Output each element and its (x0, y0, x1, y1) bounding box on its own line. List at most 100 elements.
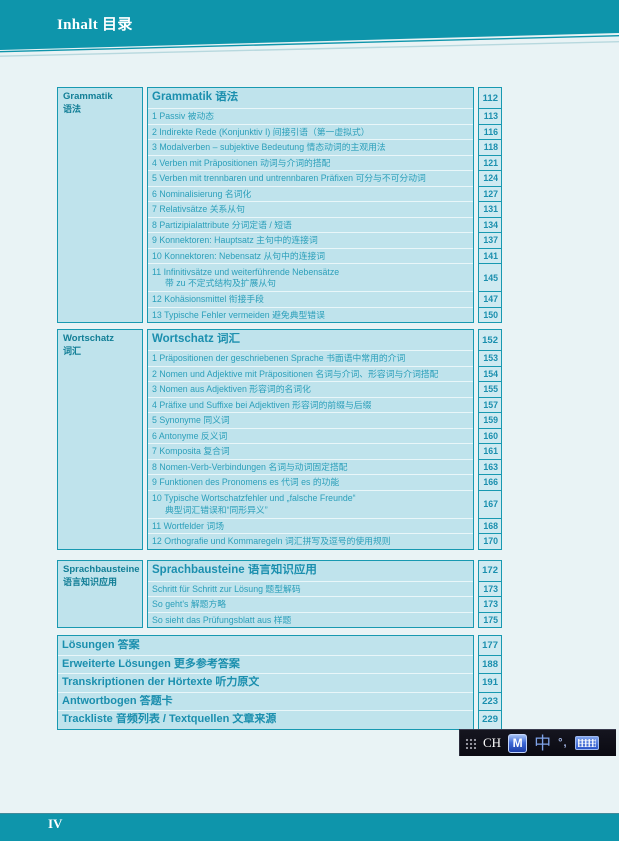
toc-row: 11 Wortfelder 词场 (148, 517, 473, 533)
toc-row: Erweiterte Lösungen 更多参考答案 (58, 654, 473, 673)
ime-icon[interactable]: M (508, 733, 528, 753)
toc-section-anhang: Lösungen 答案 Erweiterte Lösungen 更多参考答案 Tra… (57, 635, 502, 730)
toc-rows: Lösungen 答案 Erweiterte Lösungen 更多参考答案 Tra… (57, 635, 474, 730)
toc-row: 6 Nominalisierung 名词化 (148, 185, 473, 201)
page-number-cell: 175 (479, 611, 501, 628)
toc-row: 11 Infinitivsätze und weiterführende Neb… (148, 263, 473, 291)
toc-row: Transkriptionen der Hörtexte 听力原文 (58, 673, 473, 692)
page-number-cell: 173 (479, 580, 501, 597)
page-number-cell: 134 (479, 216, 501, 233)
sidebar-label: Sprachbausteine 语言知识应用 (57, 559, 143, 628)
page-number-column: 112 113 116 118 121 124 127 131 134 137 141 145 147 1… (478, 87, 502, 323)
toc-row: 9 Funktionen des Pronomens es 代词 es 的功能 (148, 474, 473, 490)
toc-row: 12 Kohäsionsmittel 衔接手段 (148, 291, 473, 307)
toc-row: 10 Typische Wortschatzfehler und „falsch… (148, 489, 473, 518)
toc-row: 9 Konnektoren: Hauptsatz 主句中的连接词 (148, 232, 473, 248)
page-number-cell: 159 (479, 412, 501, 428)
toc-row: Schritt für Schritt zur Lösung 题型解码 (148, 580, 473, 596)
page-number-cell: 157 (479, 396, 501, 413)
toc-row: Sprachbausteine 语言知识应用 (148, 560, 473, 581)
sidebar-label: Grammatik 语法 (57, 87, 143, 323)
toc-rows: Wortschatz 词汇 1 Präpositionen der geschri… (147, 329, 474, 550)
page-number-cell: 168 (479, 517, 501, 534)
page-number-cell: 229 (479, 710, 501, 729)
page-number-cell: 191 (479, 673, 501, 692)
toc-section-wortschatz: Wortschatz 词汇 Wortschatz 词汇 1 Präpositionen… (57, 329, 502, 550)
toc-row: 5 Synonyme 同义词 (148, 412, 473, 428)
page-number-cell: 141 (479, 247, 501, 264)
header-accent-line (0, 35, 619, 53)
page-number-cell: 170 (479, 533, 501, 549)
page-title: Inhalt 目录 (57, 17, 133, 33)
page-number-cell: 124 (479, 170, 501, 186)
page-number-cell: 177 (482, 639, 498, 651)
toc-row: 4 Verben mit Präpositionen 动词与介词的搭配 (148, 154, 473, 170)
page-number-column: 177 188 191 223 229 (478, 635, 502, 730)
toc-section-grammatik: Grammatik 语法 Grammatik 语法 1 Passiv 被动态 2 Ind… (57, 87, 502, 323)
page-number-cell: 150 (479, 306, 501, 323)
header-accent-line-pale (0, 41, 619, 57)
toc-row: 7 Relativsätze 关系从句 (148, 201, 473, 217)
toc-rows: Grammatik 语法 1 Passiv 被动态 2 Indirekte Rede… (147, 87, 474, 323)
page-number-cell: 152 (482, 334, 498, 346)
page-number-cell: 112 (482, 92, 498, 104)
page-number-cell: 116 (479, 123, 501, 140)
chinese-input-mode-icon[interactable]: 中 (534, 733, 552, 753)
toc-row: 13 Typische Fehler vermeiden 避免典型错误 (148, 306, 473, 322)
page-number-cell: 155 (479, 381, 501, 397)
toc-row: 8 Nomen-Verb-Verbindungen 名词与动词固定搭配 (148, 458, 473, 474)
page-number-cell: 173 (479, 596, 501, 612)
toc-row: 1 Passiv 被动态 (148, 108, 473, 124)
page-number-cell: 153 (479, 350, 501, 366)
page-number-cell: 113 (479, 108, 501, 124)
toc-row: 1 Präpositionen der geschriebenen Sprach… (148, 350, 473, 366)
toc-row: So geht's 解题方略 (148, 596, 473, 612)
language-bar[interactable]: CH M 中 °, (459, 729, 616, 756)
sidebar-label: Wortschatz 词汇 (57, 329, 143, 550)
page-number-column: 152 153 154 155 157 159 160 161 163 166 167 168 170 (478, 329, 502, 550)
page-number-cell: 163 (479, 458, 501, 475)
page-number: IV (48, 816, 63, 831)
toc-row: Grammatik 语法 (148, 88, 473, 108)
toc-row: Lösungen 答案 (58, 636, 473, 655)
page-number-cell: 167 (479, 489, 501, 518)
page-number-cell: 161 (479, 443, 501, 459)
toc-row: So sieht das Prüfungsblatt aus 样题 (148, 611, 473, 627)
toc-row: 4 Präfixe und Suffixe bei Adjektiven 形容词… (148, 396, 473, 412)
page-number-cell: 145 (479, 263, 501, 291)
toc-row: 10 Konnektoren: Nebensatz 从句中的连接词 (148, 247, 473, 263)
toc-row: Antwortbogen 答题卡 (58, 691, 473, 710)
page-number-cell: 131 (479, 201, 501, 217)
toc-row: Wortschatz 词汇 (148, 330, 473, 350)
page-number-cell: 223 (479, 691, 501, 711)
page-header: Inhalt 目录 (0, 0, 619, 64)
language-indicator[interactable]: CH (483, 735, 502, 750)
toc-row: Trackliste 音频列表 / Textquellen 文章来源 (58, 710, 473, 729)
toc-rows: Sprachbausteine 语言知识应用 Schritt für Schrit… (147, 559, 474, 628)
page-number-cell: 188 (479, 654, 501, 674)
toc-row: 7 Komposita 复合词 (148, 443, 473, 459)
toc-row: 12 Orthografie und Kommaregeln 词汇拼写及逗号的使… (148, 533, 473, 549)
keyboard-icon[interactable] (574, 736, 599, 750)
toc-row: 2 Nomen und Adjektive mit Präpositionen … (148, 365, 473, 381)
page-number-cell: 147 (479, 291, 501, 307)
toc-row: 5 Verben mit trennbaren und untrennbaren… (148, 170, 473, 186)
toc-row: 8 Partizipialattribute 分词定语 / 短语 (148, 216, 473, 232)
page-number-cell: 137 (479, 232, 501, 248)
toc-row: 3 Modalverben – subjektive Bedeutung 情态动… (148, 139, 473, 155)
page-number-column: 172 173 173 175 (478, 559, 502, 628)
page-number-cell: 172 (482, 565, 498, 576)
punctuation-mode-icon[interactable]: °, (558, 737, 568, 749)
toc-section-sprachbausteine: Sprachbausteine 语言知识应用 Sprachbausteine 语言知… (57, 559, 502, 628)
toc-content: Grammatik 语法 Grammatik 语法 1 Passiv 被动态 2 Ind… (57, 87, 502, 730)
page-number-cell: 118 (479, 139, 501, 155)
page-number-cell: 166 (479, 474, 501, 490)
page-footer: IV (0, 813, 619, 841)
grip-handle-icon[interactable] (465, 737, 476, 749)
page-number-cell: 160 (479, 427, 501, 444)
page-number-cell: 121 (479, 154, 501, 171)
toc-row: 6 Antonyme 反义词 (148, 427, 473, 443)
toc-row: 3 Nomen aus Adjektiven 形容词的名词化 (148, 381, 473, 397)
toc-row: 2 Indirekte Rede (Konjunktiv I) 间接引语（第一虚… (148, 123, 473, 139)
header-teal-band (0, 0, 619, 50)
